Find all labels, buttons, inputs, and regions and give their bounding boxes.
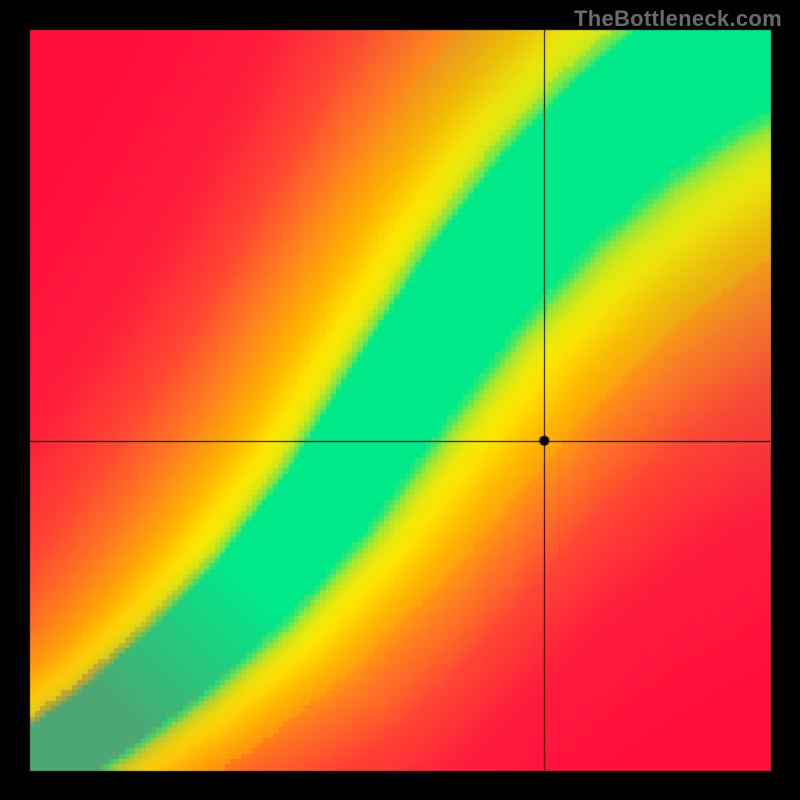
bottleneck-heatmap [0,0,800,800]
watermark-text: TheBottleneck.com [574,6,782,32]
chart-container: TheBottleneck.com [0,0,800,800]
